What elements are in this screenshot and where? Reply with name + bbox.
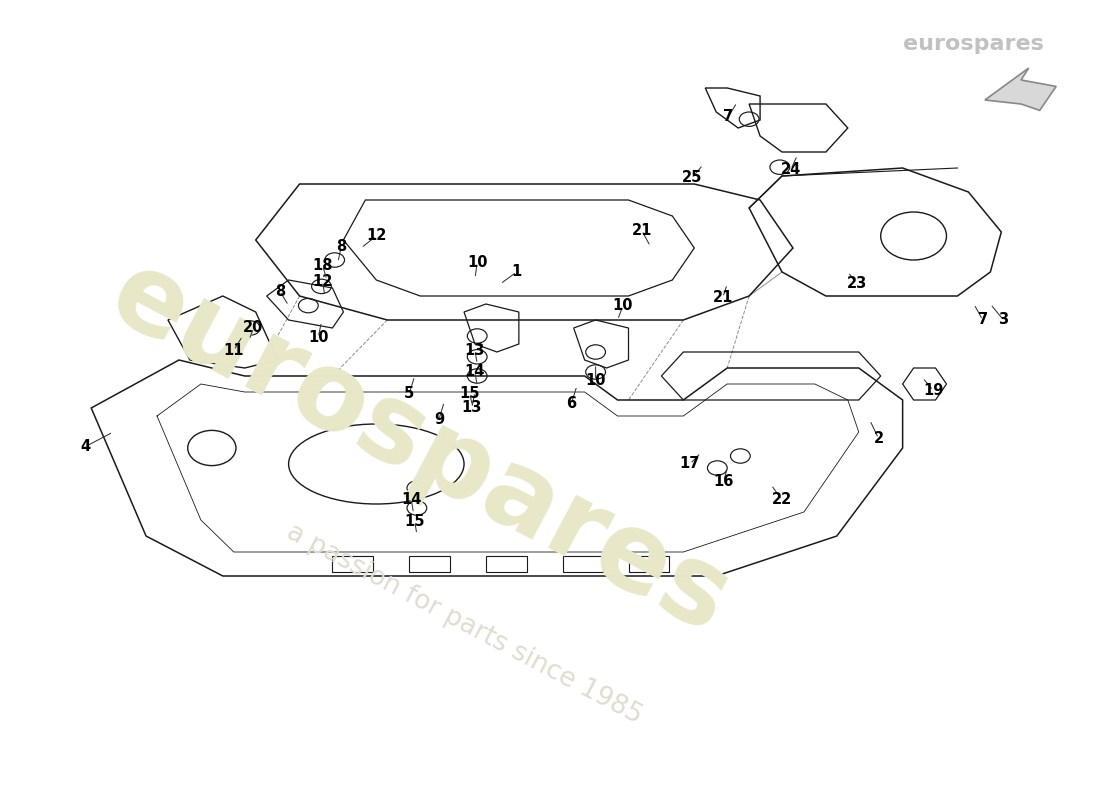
Text: 23: 23 <box>847 276 867 290</box>
Bar <box>409 556 450 572</box>
Bar <box>486 556 527 572</box>
Text: 19: 19 <box>923 383 944 398</box>
Text: eurospares: eurospares <box>903 34 1044 54</box>
Text: 3: 3 <box>999 313 1009 327</box>
Text: 10: 10 <box>308 330 329 345</box>
Text: 15: 15 <box>460 386 480 401</box>
Text: 8: 8 <box>337 239 346 254</box>
Text: 17: 17 <box>680 457 700 471</box>
Text: 5: 5 <box>404 386 415 401</box>
Text: 10: 10 <box>585 374 606 388</box>
Polygon shape <box>984 68 1056 110</box>
Text: 13: 13 <box>462 401 482 415</box>
Text: 4: 4 <box>80 439 91 454</box>
Text: 12: 12 <box>366 229 386 243</box>
Text: 16: 16 <box>714 474 734 489</box>
Text: 20: 20 <box>243 321 264 335</box>
Bar <box>563 556 603 572</box>
Text: 13: 13 <box>465 343 485 358</box>
Text: 24: 24 <box>781 162 801 177</box>
Bar <box>628 556 669 572</box>
Text: 10: 10 <box>466 255 487 270</box>
Text: 25: 25 <box>682 170 702 185</box>
Text: 7: 7 <box>978 313 988 327</box>
Text: 18: 18 <box>312 258 333 273</box>
Text: 21: 21 <box>713 290 733 305</box>
Text: 10: 10 <box>613 298 634 313</box>
Text: 2: 2 <box>873 431 883 446</box>
Text: 8: 8 <box>275 284 285 298</box>
Text: 11: 11 <box>223 343 244 358</box>
Text: 14: 14 <box>402 493 421 507</box>
Bar <box>332 556 373 572</box>
Text: 21: 21 <box>631 223 652 238</box>
Text: a passion for parts since 1985: a passion for parts since 1985 <box>282 519 646 729</box>
Text: eurospares: eurospares <box>92 240 748 656</box>
Text: 15: 15 <box>405 514 425 529</box>
Text: 9: 9 <box>433 413 444 427</box>
Text: 14: 14 <box>465 365 485 379</box>
Text: 22: 22 <box>772 493 792 507</box>
Text: 1: 1 <box>512 265 521 279</box>
Text: 6: 6 <box>566 396 576 410</box>
Text: 12: 12 <box>312 274 333 289</box>
Text: 7: 7 <box>723 110 734 124</box>
